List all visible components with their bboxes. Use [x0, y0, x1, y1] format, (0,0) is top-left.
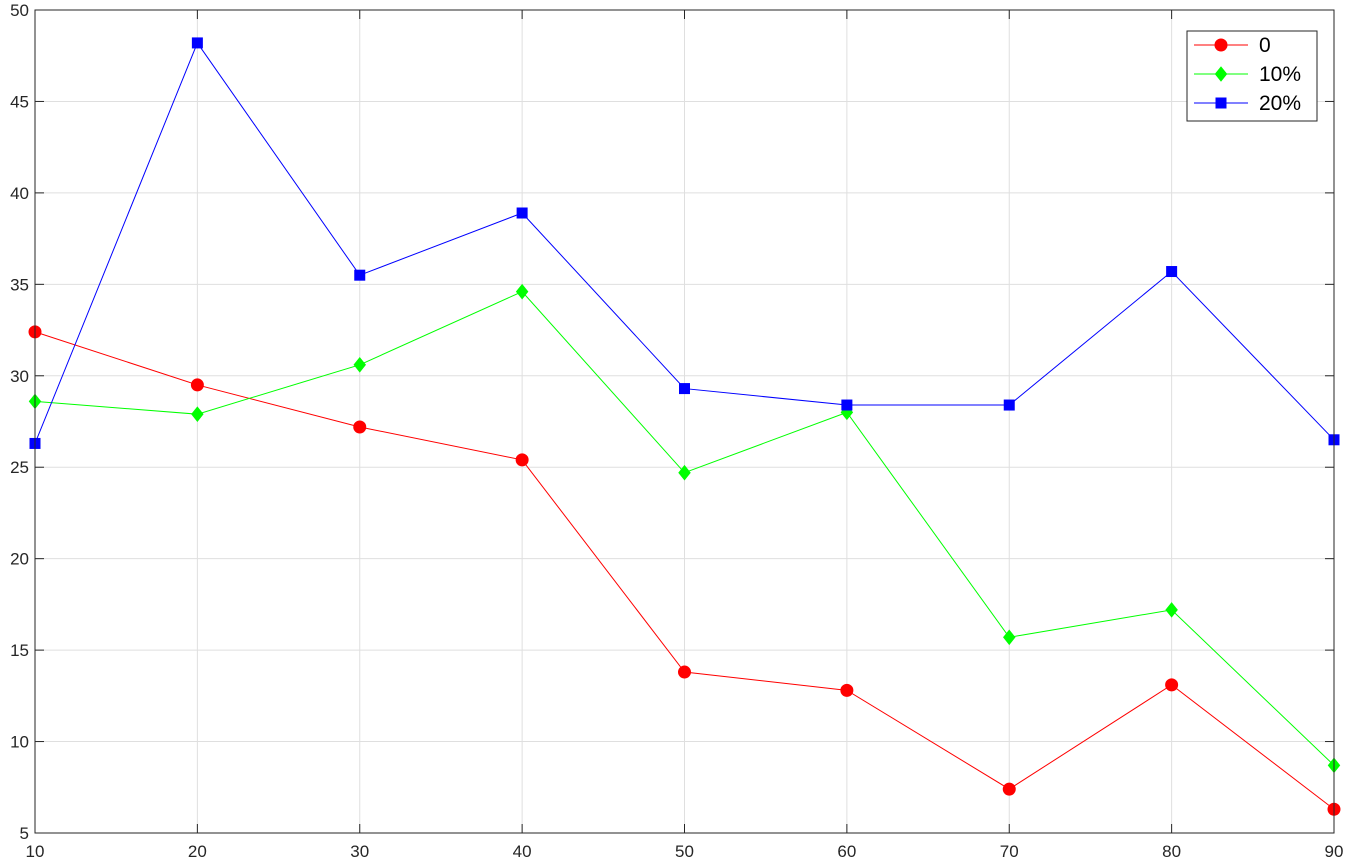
legend-marker [1214, 66, 1228, 82]
x-tick-label: 50 [675, 842, 694, 861]
legend-label: 0 [1259, 34, 1271, 57]
data-point [190, 378, 204, 392]
x-tick-label: 40 [513, 842, 532, 861]
data-point [515, 283, 529, 300]
data-point [191, 37, 203, 49]
legend-marker [1214, 38, 1228, 52]
x-tick-label: 70 [1000, 842, 1019, 861]
y-tick-label: 15 [10, 641, 29, 660]
data-point [841, 399, 853, 411]
x-tick-label: 20 [188, 842, 207, 861]
y-tick-label: 40 [10, 184, 29, 203]
legend: 0 10% 20% [1186, 30, 1318, 122]
data-point [191, 406, 204, 422]
legend-label: 10% [1259, 63, 1301, 86]
x-tick-label: 30 [350, 842, 369, 861]
data-point [1166, 266, 1178, 278]
data-point [679, 383, 690, 395]
data-point [516, 207, 528, 219]
data-point [1003, 399, 1015, 411]
data-point [1165, 678, 1179, 692]
data-point [515, 453, 529, 467]
legend-label: 20% [1259, 92, 1301, 115]
x-tick-label: 10 [26, 842, 45, 861]
y-tick-label: 45 [10, 92, 29, 111]
y-tick-label: 35 [10, 275, 29, 294]
data-point [678, 464, 691, 481]
axis-ticks [34, 9, 1335, 834]
x-tick-label: 60 [837, 842, 856, 861]
legend-item: 0 [1194, 34, 1271, 57]
y-tick-label: 50 [10, 1, 29, 20]
legend-item: 20% [1194, 92, 1301, 115]
data-point [840, 683, 854, 697]
data-point [1003, 629, 1016, 646]
series-layer [28, 37, 1341, 816]
legend-item: 10% [1194, 63, 1301, 86]
x-tick-label: 80 [1162, 842, 1181, 861]
data-point [678, 665, 691, 679]
legend-marker [1215, 97, 1227, 109]
y-tick-label: 20 [10, 550, 29, 569]
legend-box [1186, 30, 1318, 122]
y-tick-label: 5 [20, 824, 29, 843]
data-point [353, 420, 367, 434]
data-point [353, 357, 366, 373]
data-point [1165, 602, 1178, 618]
y-tick-label: 25 [10, 458, 29, 477]
series-0 [28, 325, 1341, 816]
y-tick-label: 30 [10, 367, 29, 386]
data-point [354, 269, 366, 281]
y-tick-label: 10 [10, 733, 29, 752]
x-tick-label: 90 [1325, 842, 1344, 861]
data-point [1002, 782, 1016, 796]
